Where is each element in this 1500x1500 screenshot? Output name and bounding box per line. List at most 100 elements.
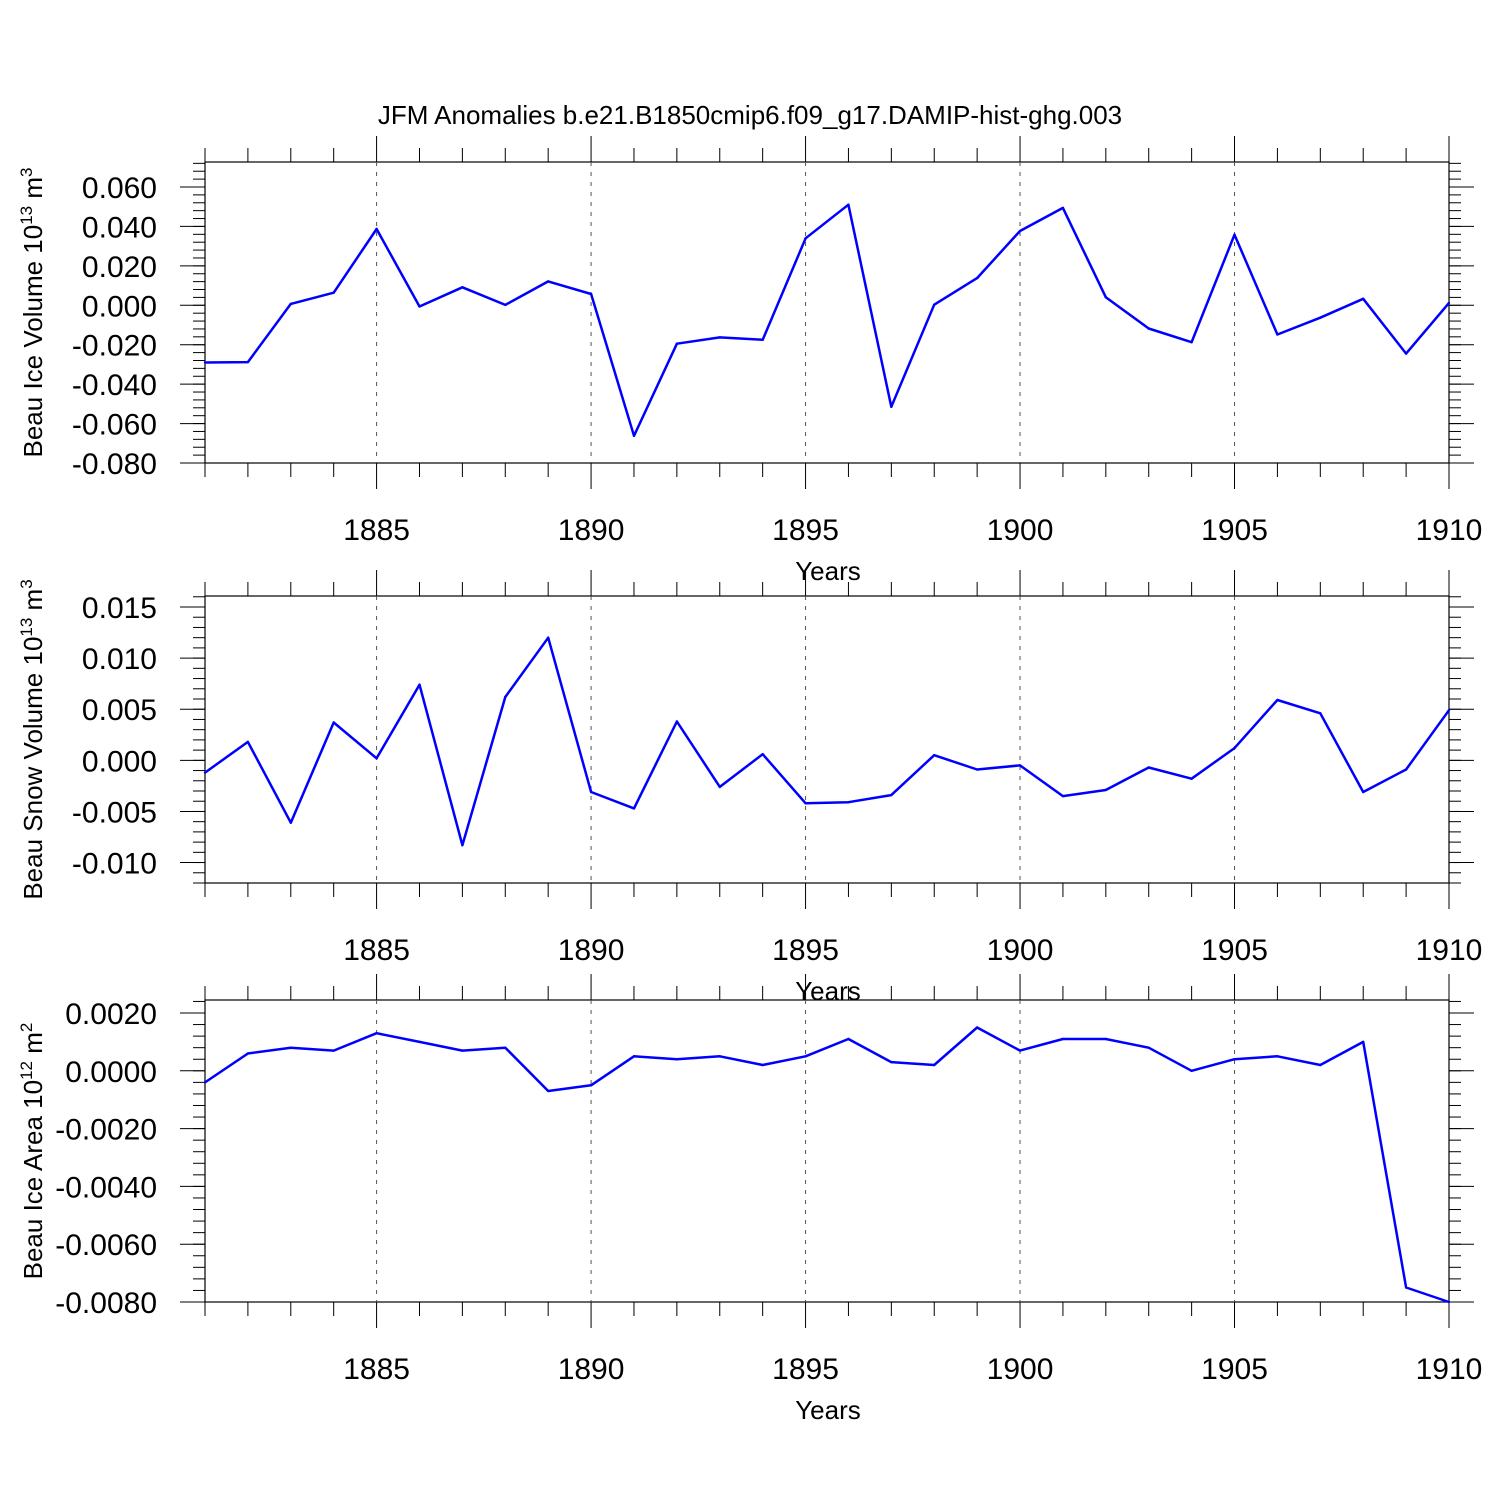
x-tick-label: 1890: [558, 934, 625, 967]
data-point: [804, 237, 807, 240]
data-point: [1018, 764, 1022, 767]
x-axis-label: Years: [795, 976, 861, 1006]
data-point: [1447, 709, 1451, 712]
y-tick-label: 0.020: [82, 251, 157, 284]
y-axis-label-unit: m: [18, 177, 48, 206]
y-tick-label: -0.005: [72, 796, 157, 829]
data-point: [1447, 1300, 1451, 1304]
y-tick-label: -0.0080: [55, 1287, 157, 1320]
x-tick-label: 1910: [1416, 934, 1483, 967]
data-point: [675, 720, 679, 723]
ice-area-panel: 1885 1890 1895 1900 1905 1910 Years 0.0020 0.000…: [17, 974, 1482, 1425]
y-axis-label-text: Beau Ice Volume 10: [18, 225, 48, 458]
y-tick-label: 0.010: [82, 643, 157, 676]
data-point: [1319, 316, 1322, 319]
x-tick-label: 1895: [772, 934, 839, 967]
data-point: [461, 286, 464, 289]
data-point: [718, 336, 721, 339]
data-point: [718, 1055, 721, 1058]
y-axis-label-text: Beau Ice Area 10: [18, 1080, 48, 1279]
data-point: [1362, 790, 1365, 794]
data-point: [589, 292, 593, 296]
y-tick-label: -0.080: [72, 448, 157, 481]
data-point: [675, 342, 679, 345]
ice-volume-panel: 1885 1890 1895 1900 1905 1910 Years 0.060 0.040 0…: [17, 136, 1482, 586]
data-point: [1147, 766, 1150, 769]
y-axis-label-unit: m: [18, 589, 48, 618]
x-axis-label: Years: [795, 1395, 861, 1425]
data-point: [1147, 1046, 1150, 1049]
data-point: [418, 1040, 421, 1044]
y-tick-label: -0.010: [72, 848, 157, 881]
y-tick-label: -0.040: [72, 369, 157, 402]
data-point: [1190, 1069, 1193, 1073]
data-point: [761, 753, 764, 756]
data-point: [589, 1084, 593, 1087]
data-point: [289, 1046, 292, 1049]
data-point: [804, 802, 807, 805]
x-tick-label: 1885: [343, 1353, 410, 1386]
data-point: [718, 785, 721, 789]
data-point: [546, 280, 550, 283]
x-tick-label: 1910: [1416, 1353, 1483, 1386]
x-tick-label: 1890: [558, 1353, 625, 1386]
y-axis-label-exponent: 12: [17, 1061, 36, 1080]
x-tick-label: 1900: [987, 934, 1054, 967]
data-point: [1190, 777, 1193, 780]
data-point: [203, 771, 207, 774]
data-point: [546, 636, 550, 639]
data-point: [847, 801, 850, 804]
data-point: [546, 1089, 550, 1093]
data-point: [1190, 340, 1193, 344]
data-point: [1018, 229, 1022, 233]
data-point: [1104, 1037, 1108, 1041]
series-line: [204, 203, 1450, 438]
y-tick-label: -0.060: [72, 409, 157, 442]
data-point: [890, 405, 893, 409]
data-point: [1233, 233, 1236, 236]
data-point: [761, 1063, 764, 1067]
data-point: [1362, 1040, 1365, 1044]
data-point: [1276, 333, 1279, 336]
data-point: [1104, 788, 1108, 792]
x-tick-label: 1900: [987, 1353, 1054, 1386]
data-point: [975, 276, 979, 280]
data-point: [589, 790, 593, 794]
y-tick-label: 0.005: [82, 694, 157, 727]
y-axis-label-exponent: 13: [17, 618, 36, 637]
data-point: [1061, 206, 1065, 210]
data-point: [1061, 794, 1065, 798]
y-axis-label: Beau Snow Volume 1013 m3: [17, 579, 48, 899]
data-point: [1447, 301, 1451, 305]
data-point: [1276, 698, 1279, 702]
data-point: [761, 338, 764, 341]
x-tick-label: 1905: [1201, 934, 1268, 967]
x-tick-label: 1905: [1201, 514, 1268, 547]
data-point: [332, 291, 335, 294]
data-point: [804, 1055, 807, 1058]
x-tick-label: 1895: [772, 1353, 839, 1386]
data-point: [933, 754, 936, 757]
data-point: [1233, 746, 1236, 750]
figure-title: JFM Anomalies b.e21.B1850cmip6.f09_g17.D…: [378, 100, 1122, 130]
y-axis-label-unit-exponent: 3: [17, 579, 36, 588]
x-tick-label: 1905: [1201, 1353, 1268, 1386]
y-axis-label-unit-exponent: 3: [17, 168, 36, 177]
data-point: [289, 821, 292, 824]
y-tick-label: 0.0000: [65, 1056, 157, 1089]
data-point: [375, 757, 378, 760]
data-point: [933, 1063, 936, 1067]
data-point: [1404, 352, 1408, 355]
y-tick-label: 0.015: [82, 592, 157, 625]
y-tick-label: 0.0020: [65, 998, 157, 1031]
data-point: [203, 1081, 207, 1084]
data-point: [289, 302, 292, 306]
data-point: [632, 1055, 636, 1058]
data-point: [418, 305, 421, 308]
series-line: [204, 636, 1451, 847]
data-point: [632, 807, 636, 810]
x-axis-label: Years: [795, 556, 861, 586]
y-tick-label: 0.000: [82, 745, 157, 778]
